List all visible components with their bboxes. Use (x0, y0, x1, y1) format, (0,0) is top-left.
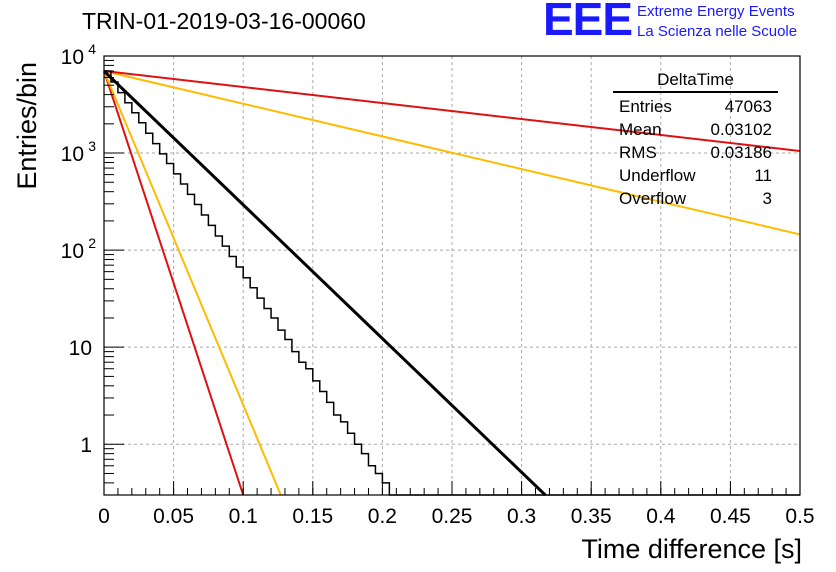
y-tick-exponent: 2 (88, 235, 96, 251)
logo-caption: Extreme Energy Events La Scienza nelle S… (637, 2, 797, 42)
eee-logo: EEE (543, 0, 633, 45)
series-layer (102, 69, 801, 497)
stats-box-title: DeltaTime (613, 70, 778, 93)
exponential-fit-line (102, 69, 547, 497)
y-tick-label: 10 (61, 240, 84, 263)
orange-reference-line (103, 70, 282, 496)
stats-value: 3 (762, 189, 772, 208)
red-reference-line (103, 70, 801, 152)
stats-label: Entries (619, 97, 672, 116)
y-tick-label: 10 (69, 337, 92, 360)
x-tick-label: 0.35 (571, 505, 612, 528)
stats-value: 47063 (724, 97, 772, 116)
stats-box: DeltaTime Entries 47063 Mean 0.03102 RMS… (613, 70, 778, 210)
stats-row: Overflow 3 (613, 187, 778, 210)
x-tick-label: 0.3 (507, 505, 536, 528)
stats-row: Mean 0.03102 (613, 118, 778, 141)
axis-ticks (103, 55, 801, 496)
stats-row: Entries 47063 (613, 95, 778, 118)
x-axis-label: Time difference [s] (581, 534, 802, 564)
y-tick-exponent: 4 (88, 41, 96, 57)
stats-label: RMS (619, 143, 657, 162)
x-tick-label: 0.25 (432, 505, 473, 528)
x-tick-label: 0.2 (368, 505, 397, 528)
x-tick-label: 0.45 (710, 505, 751, 528)
stats-value: 0.03102 (710, 120, 772, 139)
x-tick-label: 0.4 (646, 505, 676, 528)
x-tick-label: 0.5 (785, 505, 814, 528)
tick-labels: 0 0.05 0.1 0.15 0.2 0.25 0.3 0.35 0.4 0.45 0.5 1 10 1… (61, 41, 815, 528)
stats-row: RMS 0.03186 (613, 141, 778, 164)
stats-row: Underflow 11 (613, 164, 778, 187)
stats-label: Overflow (619, 189, 687, 208)
stats-label: Mean (619, 120, 662, 139)
y-tick-label: 10 (61, 143, 84, 166)
y-tick-exponent: 3 (88, 138, 96, 154)
stats-value: 0.03186 (710, 143, 772, 162)
red-reference-line (103, 70, 245, 496)
logo-line-2: La Scienza nelle Scuole (637, 23, 798, 40)
y-axis-label: Entries/bin (12, 62, 42, 190)
x-tick-label: 0.15 (292, 505, 333, 528)
stats-value: 11 (754, 166, 772, 185)
logo-line-1: Extreme Energy Events (637, 3, 795, 20)
stats-label: Underflow (619, 166, 696, 185)
y-tick-label: 10 (61, 46, 84, 69)
y-tick-label: 1 (80, 434, 92, 457)
x-tick-label: 0.1 (229, 505, 258, 528)
x-tick-label: 0 (98, 505, 110, 528)
x-tick-label: 0.05 (153, 505, 194, 528)
chart-title: TRIN-01-2019-03-16-00060 (82, 8, 366, 34)
orange-reference-line (103, 70, 801, 236)
